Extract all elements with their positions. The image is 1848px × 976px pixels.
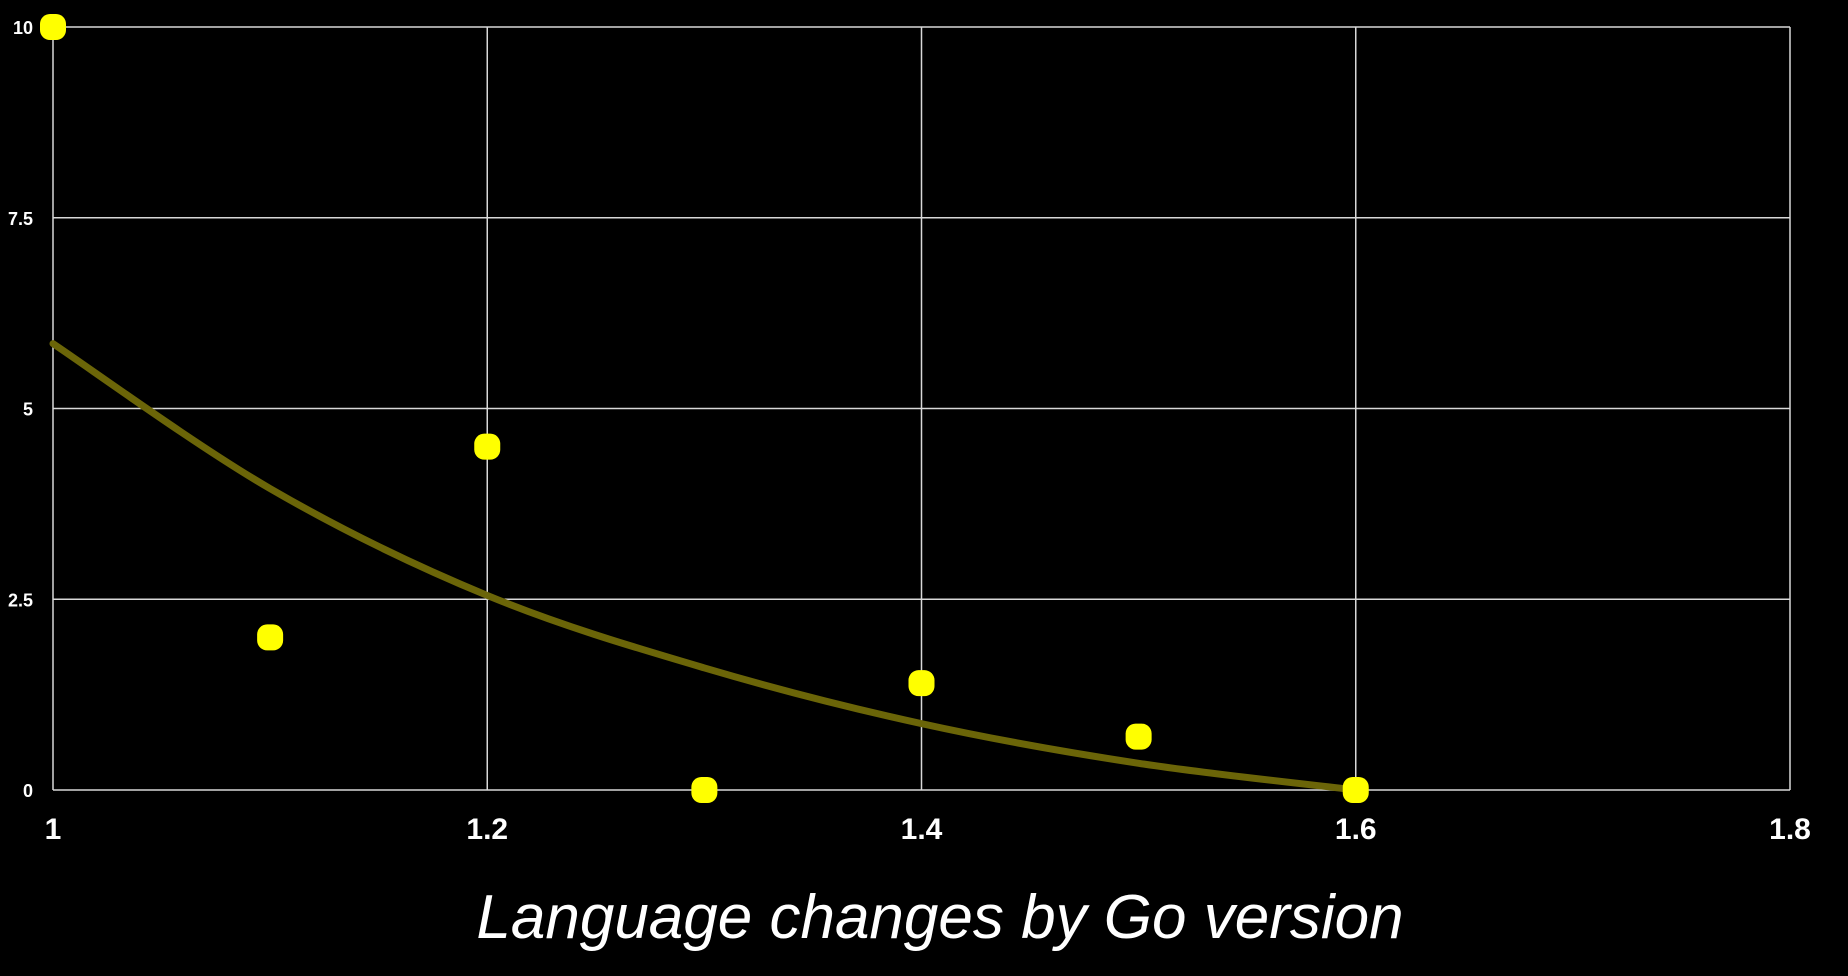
data-point — [908, 670, 935, 697]
grid-layer — [52, 26, 1791, 791]
data-point — [691, 777, 718, 803]
data-point — [474, 433, 501, 460]
x-tick-label: 1.8 — [1769, 813, 1811, 846]
chart-title: Language changes by Go version — [476, 883, 1403, 952]
x-tick-label: 1.2 — [466, 813, 508, 846]
data-point — [257, 624, 284, 651]
y-tick-label: 5 — [23, 400, 33, 420]
data-point — [40, 14, 66, 40]
tick-labels-layer: 0 2.5 5 7.5 10 1 1.2 1.4 1.6 1.8 — [8, 18, 1811, 846]
y-tick-label: 7.5 — [8, 209, 33, 229]
trendline-layer — [49, 340, 1360, 794]
x-tick-label: 1.6 — [1335, 813, 1377, 846]
x-tick-label: 1 — [45, 813, 62, 846]
y-tick-label: 10 — [13, 18, 33, 38]
data-points-layer — [40, 14, 1369, 803]
y-tick-label: 2.5 — [8, 590, 33, 610]
data-point — [1342, 777, 1369, 803]
x-tick-label: 1.4 — [901, 813, 943, 846]
y-tick-label: 0 — [23, 781, 33, 801]
trendline — [49, 340, 1360, 794]
data-point — [1125, 723, 1152, 750]
